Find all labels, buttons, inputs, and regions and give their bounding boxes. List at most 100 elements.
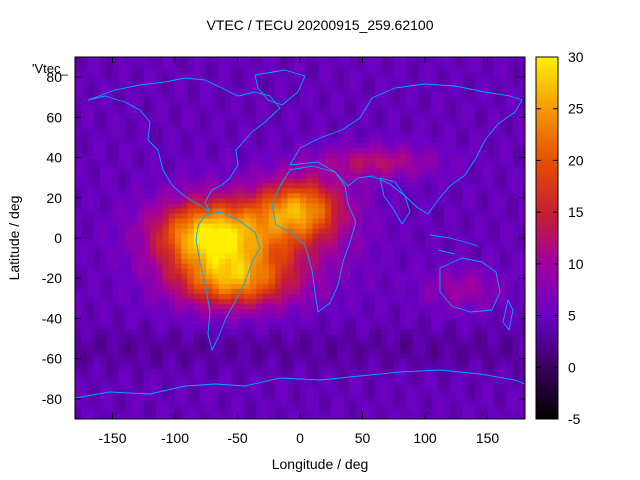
heatmap-cell (462, 293, 470, 299)
heatmap-cell (275, 207, 282, 214)
heatmap-cell (300, 232, 307, 239)
heatmap-cell (181, 227, 189, 234)
heatmap-cell (87, 253, 95, 259)
heatmap-cell (475, 353, 482, 360)
heatmap-cell (475, 147, 482, 154)
heatmap-cell (225, 358, 232, 365)
heatmap-cell (206, 137, 214, 144)
heatmap-cell (300, 192, 307, 199)
heatmap-cell (118, 192, 126, 199)
heatmap-cell (456, 308, 464, 315)
heatmap-cell (425, 313, 432, 320)
heatmap-cell (250, 293, 257, 299)
heatmap-cell (75, 162, 82, 169)
heatmap-cell (187, 167, 195, 174)
heatmap-cell (325, 253, 332, 259)
heatmap-cell (112, 187, 120, 194)
heatmap-cell (362, 152, 370, 159)
heatmap-cell (368, 127, 376, 134)
heatmap-cell (81, 142, 89, 149)
heatmap-cell (275, 288, 282, 294)
heatmap-cell (381, 107, 389, 113)
heatmap-cell (343, 207, 351, 214)
heatmap-cell (275, 197, 282, 204)
heatmap-cell (206, 172, 214, 179)
heatmap-cell (206, 82, 214, 88)
heatmap-cell (368, 142, 376, 149)
heatmap-cell (312, 62, 320, 68)
heatmap-cell (93, 182, 101, 189)
heatmap-cell (350, 348, 357, 355)
heatmap-cell (406, 222, 414, 229)
heatmap-cell (468, 202, 476, 209)
heatmap-cell (187, 283, 195, 289)
heatmap-cell (393, 137, 401, 144)
heatmap-cell (237, 222, 245, 229)
heatmap-cell (381, 92, 389, 98)
heatmap-cell (143, 313, 151, 320)
heatmap-cell (93, 157, 101, 164)
heatmap-cell (150, 263, 157, 269)
heatmap-cell (368, 112, 376, 118)
heatmap-cell (325, 403, 332, 410)
heatmap-cell (331, 117, 339, 123)
heatmap-cell (175, 253, 182, 259)
heatmap-cell (437, 202, 445, 209)
heatmap-cell (443, 222, 451, 229)
heatmap-cell (112, 97, 120, 103)
heatmap-cell (387, 238, 395, 244)
heatmap-cell (250, 338, 257, 345)
heatmap-cell (368, 298, 376, 304)
heatmap-cell (281, 373, 289, 380)
heatmap-cell (456, 288, 464, 294)
heatmap-cell (312, 107, 320, 113)
heatmap-cell (300, 403, 307, 410)
heatmap-cell (312, 147, 320, 154)
heatmap-cell (356, 243, 364, 249)
heatmap-cell (300, 293, 307, 299)
heatmap-cell (337, 343, 345, 350)
heatmap-cell (387, 77, 395, 83)
heatmap-cell (181, 162, 189, 169)
heatmap-cell (343, 122, 351, 128)
heatmap-cell (443, 197, 451, 204)
heatmap-cell (225, 283, 232, 289)
heatmap-cell (362, 378, 370, 385)
heatmap-cell (443, 408, 451, 415)
heatmap-cell (300, 142, 307, 149)
heatmap-cell (193, 107, 201, 113)
heatmap-cell (475, 187, 482, 194)
heatmap-cell (231, 413, 239, 419)
heatmap-cell (187, 238, 195, 244)
heatmap-cell (368, 323, 376, 330)
heatmap-cell (212, 313, 220, 320)
heatmap-cell (100, 338, 107, 345)
heatmap-cell (368, 338, 376, 345)
heatmap-cell (475, 192, 482, 199)
heatmap-cell (193, 373, 201, 380)
heatmap-cell (268, 217, 276, 224)
heatmap-cell (200, 177, 207, 184)
heatmap-cell (112, 308, 120, 315)
heatmap-cell (131, 253, 139, 259)
heatmap-cell (306, 413, 314, 419)
heatmap-cell (487, 338, 495, 345)
heatmap-cell (193, 408, 201, 415)
heatmap-cell (462, 212, 470, 219)
heatmap-cell (162, 202, 170, 209)
heatmap-cell (100, 142, 107, 149)
heatmap-cell (137, 368, 145, 375)
heatmap-cell (468, 388, 476, 395)
heatmap-cell (162, 187, 170, 194)
heatmap-cell (325, 102, 332, 108)
heatmap-cell (431, 127, 439, 134)
heatmap-cell (75, 107, 82, 113)
heatmap-cell (437, 62, 445, 68)
heatmap-cell (231, 172, 239, 179)
heatmap-cell (381, 403, 389, 410)
heatmap-cell (143, 308, 151, 315)
heatmap-cell (231, 232, 239, 239)
heatmap-cell (237, 398, 245, 405)
heatmap-cell (331, 238, 339, 244)
heatmap-cell (193, 293, 201, 299)
